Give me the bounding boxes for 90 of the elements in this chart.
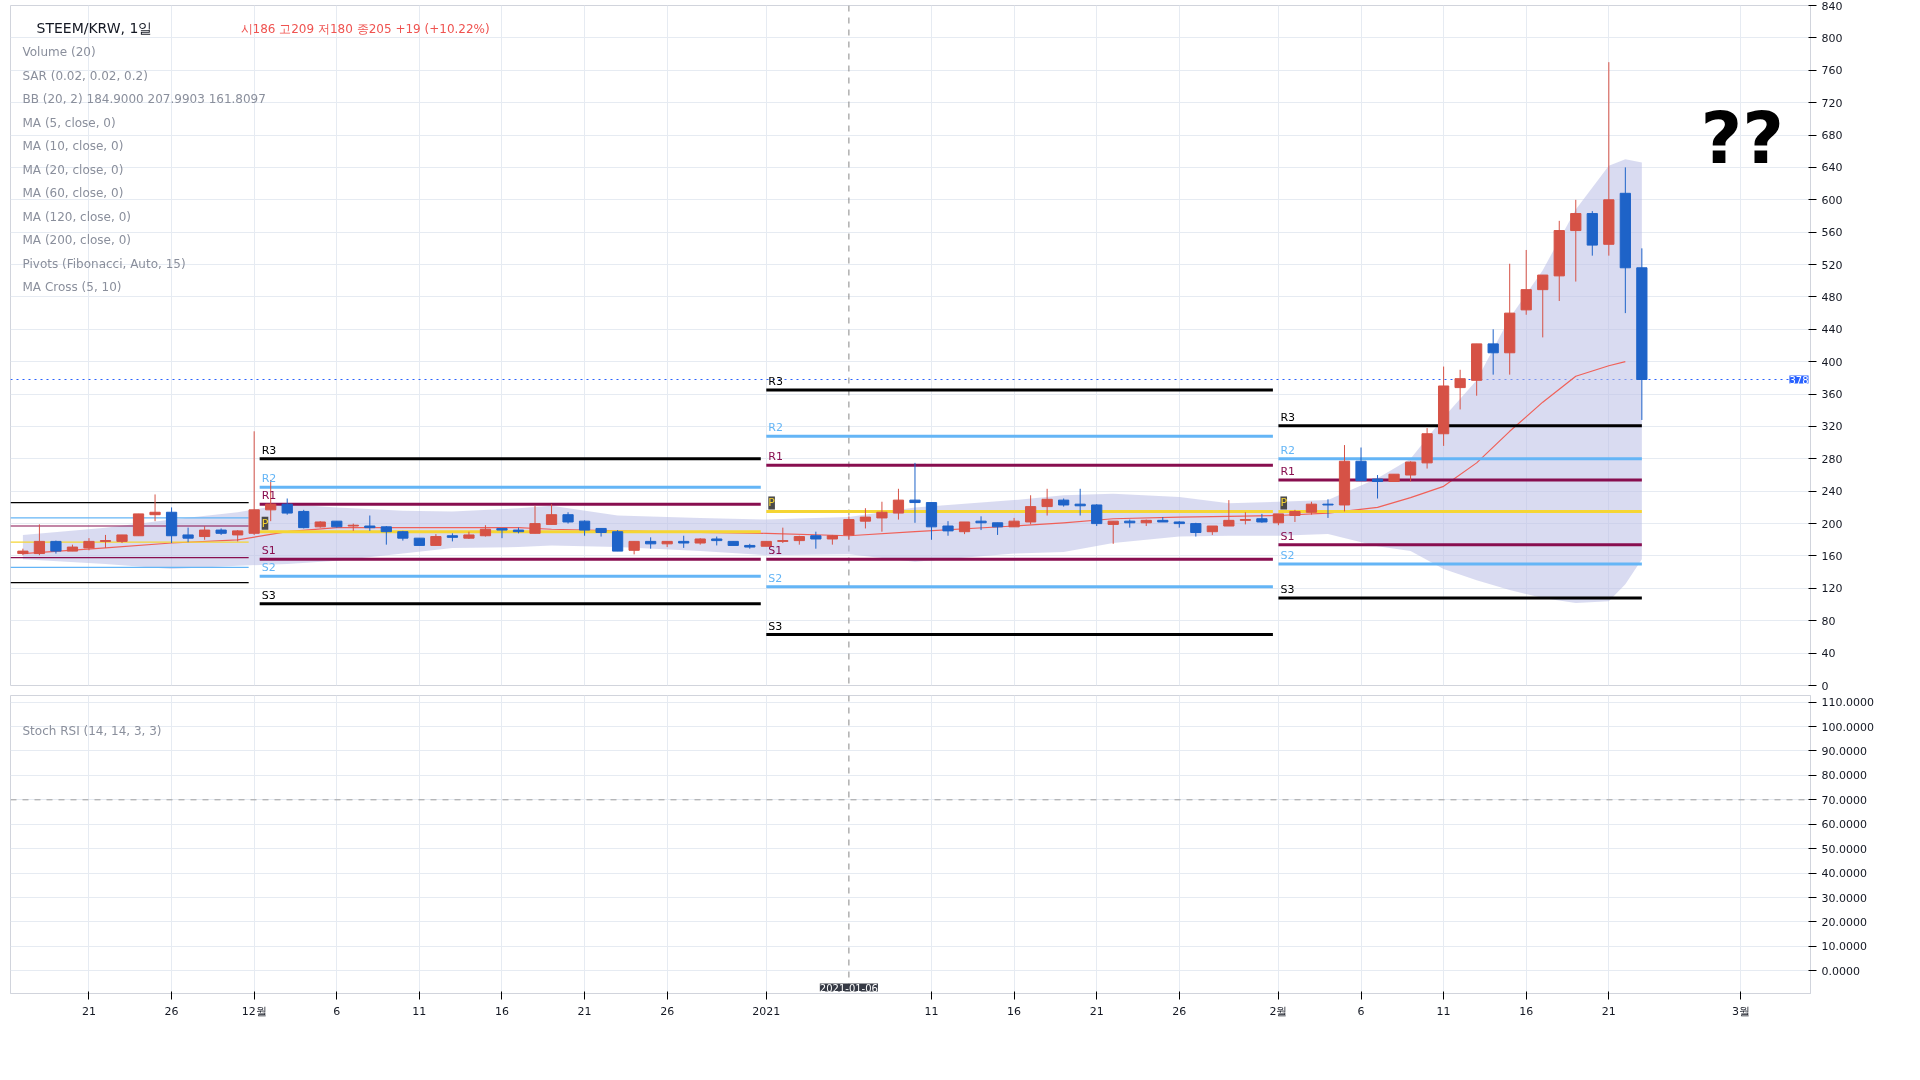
- x-tick-label: 21: [81, 1004, 96, 1018]
- text: STEEM/KRW, 1일: [36, 19, 153, 36]
- annotation: MA (5, close, 0): [22, 115, 116, 130]
- x-tick-label: 6: [333, 1004, 341, 1018]
- y-tick-label: 70.0000: [1821, 793, 1867, 807]
- annotation: MA (20, close, 0): [22, 162, 124, 177]
- y-tick-label: 40: [1821, 647, 1836, 661]
- text: 시186 고209 저180 종205 +19 (+10.22%): [240, 21, 490, 36]
- y-tick-label: 480: [1821, 290, 1843, 304]
- x-tick-label: 26: [1172, 1004, 1187, 1018]
- y-tick-label: 240: [1821, 485, 1843, 499]
- annotation: Volume (20): [22, 45, 96, 59]
- series-label: S3: [261, 588, 276, 602]
- x-tick-label: 3월: [1731, 1004, 1750, 1018]
- series-label: R1: [768, 450, 783, 464]
- x-tick-label: 21: [1089, 1004, 1104, 1018]
- y-tick-label: 800: [1821, 31, 1843, 45]
- y-tick-label: 320: [1821, 420, 1843, 434]
- annotation: MA (200, close, 0): [22, 233, 131, 247]
- x-tick-label: 16: [1007, 1004, 1022, 1018]
- x-tick-label: 2월: [1269, 1004, 1288, 1018]
- ref-line-label: 378: [1789, 374, 1809, 386]
- annotation: ??: [1700, 95, 1785, 180]
- x-tick-label: 11: [412, 1004, 427, 1018]
- series-label: R3: [261, 443, 277, 457]
- y-tick-label: 80.0000: [1821, 769, 1867, 783]
- y-tick-label: 400: [1821, 355, 1843, 369]
- x-tick-label: 11: [1436, 1004, 1451, 1018]
- annotation: MA (60, close, 0): [22, 186, 124, 200]
- y-tick-label: 680: [1821, 129, 1843, 143]
- y-tick-label: 30.0000: [1821, 891, 1867, 905]
- y-tick-label: 90.0000: [1821, 744, 1867, 758]
- y-tick-label: 760: [1821, 64, 1843, 78]
- series-label: S2: [768, 571, 783, 585]
- x-tick-label: 26: [164, 1004, 179, 1018]
- annotation: MA Cross (5, 10): [22, 280, 122, 294]
- annotation: MA (10, close, 0): [22, 139, 124, 153]
- annotation: Stoch RSI (14, 14, 3, 3): [22, 723, 162, 738]
- y-tick-label: 50.0000: [1821, 842, 1867, 856]
- series-label: S2: [1280, 549, 1295, 563]
- x-tick-label: 26: [660, 1004, 675, 1018]
- y-tick-label: 0.0000: [1821, 964, 1860, 978]
- series-label: P: [768, 496, 776, 510]
- series-label: P: [261, 516, 269, 530]
- series-label: S1: [261, 544, 276, 558]
- y-tick-label: 640: [1821, 161, 1843, 175]
- series-label: R2: [768, 421, 783, 435]
- annotation: BB (20, 2) 184.9000 207.9903 161.8097: [22, 92, 266, 106]
- y-tick-label: 110.0000: [1821, 696, 1874, 710]
- y-tick-label: 160: [1821, 549, 1843, 563]
- x-tick-label: 16: [494, 1004, 509, 1018]
- annotation: Pivots (Fibonacci, Auto, 15): [22, 256, 186, 271]
- series-label: S2: [261, 561, 276, 575]
- y-tick-label: 280: [1821, 452, 1843, 466]
- series-label: R3: [1280, 410, 1296, 424]
- y-tick-label: 120: [1821, 582, 1843, 596]
- y-tick-label: 840: [1821, 0, 1843, 13]
- x-tick-label: 12월: [241, 1004, 267, 1018]
- series-label: S1: [1280, 529, 1295, 543]
- y-tick-label: 80: [1821, 614, 1836, 628]
- x-tick-label: 6: [1357, 1004, 1365, 1018]
- annotation: SAR (0.02, 0.02, 0.2): [22, 68, 148, 83]
- series-label: S3: [768, 619, 783, 633]
- y-tick-label: 720: [1821, 96, 1843, 110]
- x-tick-label: 16: [1519, 1004, 1534, 1018]
- y-tick-label: 0: [1821, 679, 1829, 693]
- series-label: R2: [1280, 443, 1296, 457]
- series-label: R2: [261, 472, 277, 486]
- y-tick-label: 360: [1821, 388, 1843, 402]
- series-label: R3: [768, 375, 783, 389]
- series-label: S3: [1280, 583, 1295, 597]
- y-tick-label: 560: [1821, 226, 1843, 240]
- series-label: S1: [768, 544, 783, 558]
- x-tick-label: 2021: [752, 1004, 781, 1018]
- y-tick-label: 10.0000: [1821, 940, 1867, 954]
- y-tick-label: 100.0000: [1821, 720, 1874, 734]
- ref-line-label: 2021-01-06: [819, 982, 878, 994]
- y-tick-label: 200: [1821, 517, 1843, 531]
- y-tick-label: 20.0000: [1821, 915, 1867, 929]
- series-label: R1: [1280, 464, 1296, 478]
- annotation: MA (120, close, 0): [22, 209, 131, 224]
- x-tick-label: 21: [577, 1004, 592, 1018]
- y-tick-label: 40.0000: [1821, 867, 1867, 881]
- x-tick-label: 11: [924, 1004, 939, 1018]
- y-tick-label: 600: [1821, 193, 1843, 207]
- series-label: P: [1280, 496, 1288, 510]
- y-tick-label: 520: [1821, 258, 1843, 272]
- x-tick-label: 21: [1601, 1004, 1616, 1018]
- y-tick-label: 60.0000: [1821, 818, 1867, 832]
- y-tick-label: 440: [1821, 323, 1843, 337]
